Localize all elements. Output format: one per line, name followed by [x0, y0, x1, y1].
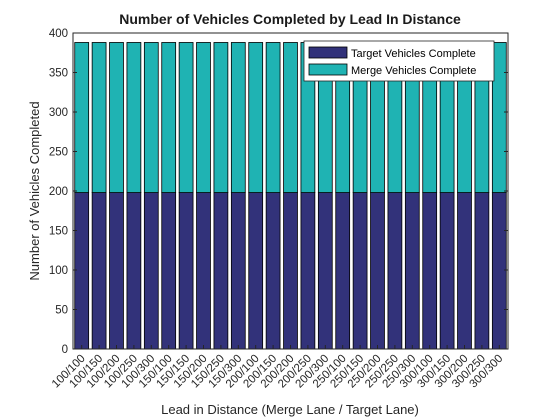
bar-target-200-150: [265, 192, 281, 350]
bar-target-250-100: [335, 192, 351, 350]
bar-merge-100-250: [126, 42, 142, 193]
y-axis-ticks: 0 50 100 150 200 250 300 350 400: [49, 28, 508, 356]
bar-target-100-250: [126, 192, 142, 350]
legend-label-merge: Merge Vehicles Complete: [351, 65, 476, 77]
bar-merge-150-250: [213, 42, 229, 193]
bar-merge-100-300: [143, 42, 159, 193]
bar-target-150-100: [161, 192, 177, 350]
bar-target-100-300: [143, 192, 159, 350]
bar-target-200-200: [283, 192, 298, 350]
bar-target-250-300: [404, 192, 420, 350]
bar-target-200-100: [248, 192, 264, 350]
bar-target-300-300: [491, 192, 507, 350]
y-axis-label: Number of Vehicles Completed: [27, 101, 42, 280]
bar-target-150-250: [213, 192, 229, 350]
bar-merge-150-100: [161, 42, 177, 193]
legend: Target Vehicles Complete Merge Vehicles C…: [303, 40, 495, 82]
y-tick-label: 350: [49, 68, 68, 80]
bar-merge-200-150: [265, 42, 281, 193]
bar-merge-100-100: [74, 42, 90, 193]
bar-target-100-150: [91, 192, 107, 350]
x-axis-label: Lead in Distance (Merge Lane / Target La…: [161, 402, 419, 417]
bar-merge-150-200: [196, 42, 211, 193]
bar-merge-300-300: [491, 42, 507, 193]
bar-merge-150-150: [178, 42, 194, 193]
bar-merge-100-200: [109, 42, 124, 193]
bar-target-150-200: [196, 192, 211, 350]
bar-target-150-150: [178, 192, 194, 350]
y-tick-label: 150: [49, 226, 68, 238]
bar-merge-200-200: [283, 42, 298, 193]
chart-title: Number of Vehicles Completed by Lead In …: [119, 11, 461, 27]
bar-target-300-100: [422, 192, 438, 350]
bar-target-250-250: [387, 192, 403, 350]
y-tick-label: 200: [49, 186, 68, 198]
legend-swatch-target: [308, 46, 348, 59]
bar-merge-100-150: [91, 42, 107, 193]
bar-target-100-100: [74, 192, 90, 350]
bar-target-300-200: [457, 192, 472, 350]
bar-merge-150-300: [230, 42, 246, 193]
bar-target-300-250: [474, 192, 490, 350]
bars-group: [74, 42, 507, 350]
bar-merge-200-100: [248, 42, 264, 193]
bar-target-250-150: [352, 192, 368, 350]
y-tick-label: 250: [49, 147, 68, 159]
x-axis-ticks: 100/100100/150100/200100/250100/300150/1…: [50, 345, 505, 391]
y-tick-label: 100: [49, 265, 68, 277]
y-tick-label: 0: [62, 344, 68, 356]
y-tick-label: 50: [55, 305, 68, 317]
bar-target-100-200: [109, 192, 124, 350]
legend-swatch-merge: [308, 63, 348, 76]
bar-target-200-250: [300, 192, 316, 350]
y-tick-label: 400: [49, 28, 68, 40]
bar-target-150-300: [230, 192, 246, 350]
bar-target-200-300: [317, 192, 333, 350]
bar-target-250-200: [370, 192, 385, 350]
legend-label-target: Target Vehicles Complete: [351, 48, 476, 60]
bar-target-300-150: [439, 192, 455, 350]
y-tick-label: 300: [49, 107, 68, 119]
